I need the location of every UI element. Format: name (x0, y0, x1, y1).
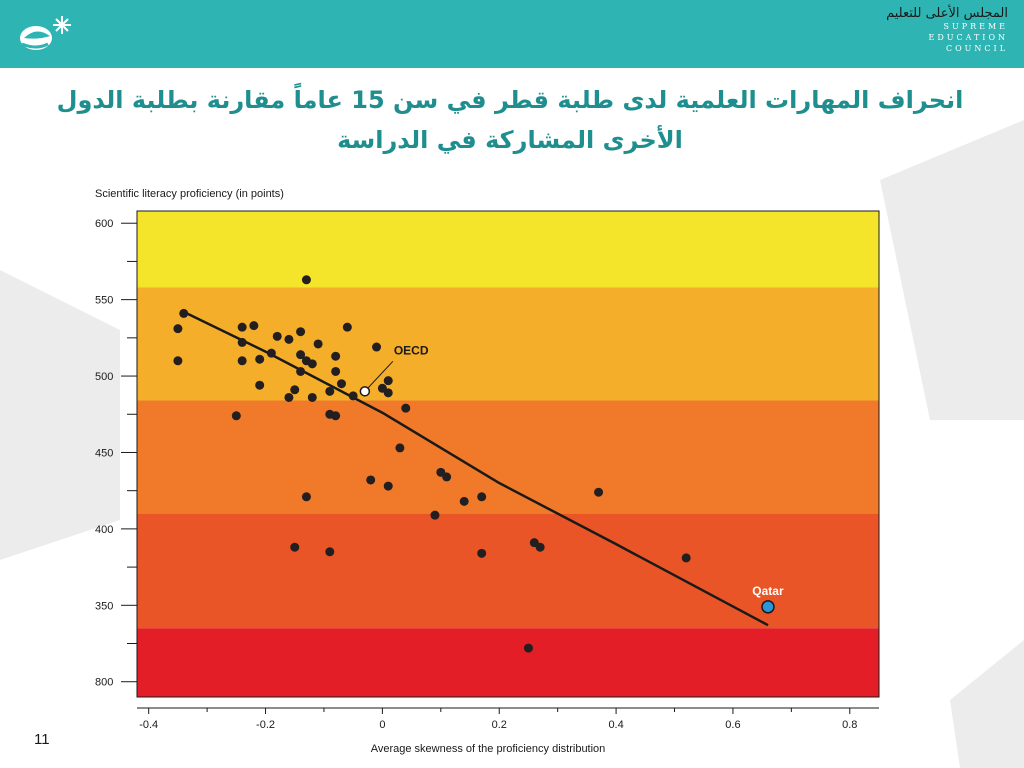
organization-name: المجلس الأعلى للتعليم SUPREME EDUCATION … (886, 6, 1008, 54)
data-point-8 (255, 354, 265, 364)
data-point-13 (284, 392, 294, 402)
data-point-15 (290, 542, 300, 552)
data-point-50 (535, 542, 545, 552)
data-point-11 (272, 331, 282, 341)
data-point-1 (173, 324, 183, 334)
oecd-point (359, 386, 371, 397)
qatar-point (761, 600, 775, 614)
org-name-english-2: EDUCATION (928, 33, 1008, 42)
x-tick-label-5: 0.6 (725, 719, 740, 731)
data-point-0 (179, 308, 189, 318)
data-point-30 (331, 411, 341, 421)
data-point-37 (383, 376, 393, 386)
x-tick-label-3: 0.2 (492, 719, 507, 731)
data-point-44 (442, 472, 452, 482)
data-point-38 (383, 388, 393, 398)
org-name-english-3: COUNCIL (945, 44, 1008, 53)
data-point-47 (477, 548, 487, 558)
data-point-24 (313, 339, 323, 349)
trend-line (183, 310, 769, 627)
data-point-10 (266, 348, 276, 358)
x-tick-label-4: 0.4 (608, 719, 623, 731)
data-point-46 (477, 492, 487, 502)
x-tick-label-6: 0.8 (842, 719, 857, 731)
data-point-16 (296, 327, 306, 337)
y-tick-label-2: 500 (95, 371, 113, 383)
data-point-14 (290, 385, 300, 395)
y-tick-label-6: 800 (95, 677, 113, 689)
data-point-17 (296, 350, 306, 360)
header-bar: المجلس الأعلى للتعليم SUPREME EDUCATION … (0, 0, 1024, 68)
data-point-45 (459, 496, 469, 506)
data-point-27 (325, 547, 335, 557)
slide-number: 11 (34, 731, 50, 748)
data-point-41 (401, 403, 411, 413)
org-name-arabic: المجلس الأعلى للتعليم (886, 6, 1008, 21)
data-point-2 (173, 356, 183, 366)
band-0 (137, 211, 879, 288)
y-tick-label-0: 600 (95, 218, 113, 230)
x-axis-label: Average skewness of the proficiency dist… (371, 743, 606, 755)
data-point-32 (342, 322, 352, 332)
plot-frame (136, 210, 880, 698)
data-point-48 (523, 643, 533, 653)
data-point-52 (681, 553, 691, 563)
data-point-4 (237, 322, 247, 332)
y-tick-label-5: 350 (95, 600, 113, 612)
data-point-5 (237, 337, 247, 347)
council-logo-icon (20, 16, 71, 50)
x-tick-label-0: -0.4 (139, 719, 158, 731)
data-point-31 (336, 379, 346, 389)
oecd-callout-line (364, 360, 394, 392)
data-point-40 (395, 443, 405, 453)
data-point-23 (307, 392, 317, 402)
slide-title: انحراف المهارات العلمية لدى طلبة قطر في … (56, 86, 964, 154)
data-point-33 (348, 391, 358, 401)
x-tick-label-2: 0 (379, 719, 385, 731)
y-tick-label-4: 400 (95, 524, 113, 536)
data-point-6 (237, 356, 247, 366)
y-axis-label: Scientific literacy proficiency (in poin… (95, 188, 284, 200)
data-point-51 (594, 487, 604, 497)
data-point-21 (301, 492, 311, 502)
y-tick-label-3: 450 (95, 447, 113, 459)
data-point-7 (249, 321, 259, 331)
data-point-29 (331, 366, 341, 376)
data-point-19 (301, 275, 311, 285)
data-point-9 (255, 380, 265, 390)
data-point-22 (307, 359, 317, 369)
data-point-25 (325, 386, 335, 396)
qatar-label: Qatar (752, 584, 784, 598)
band-3 (137, 513, 879, 629)
data-point-28 (331, 351, 341, 361)
band-2 (137, 400, 879, 514)
data-point-42 (430, 510, 440, 520)
data-point-3 (231, 411, 241, 421)
data-point-39 (383, 481, 393, 491)
oecd-label: OECD (394, 343, 429, 357)
data-point-18 (296, 366, 306, 376)
data-point-35 (372, 342, 382, 352)
band-4 (137, 628, 879, 697)
org-name-english-1: SUPREME (943, 22, 1008, 31)
data-point-12 (284, 334, 294, 344)
x-tick-label-1: -0.2 (256, 719, 275, 731)
data-point-34 (366, 475, 376, 485)
y-tick-label-1: 550 (95, 295, 113, 307)
